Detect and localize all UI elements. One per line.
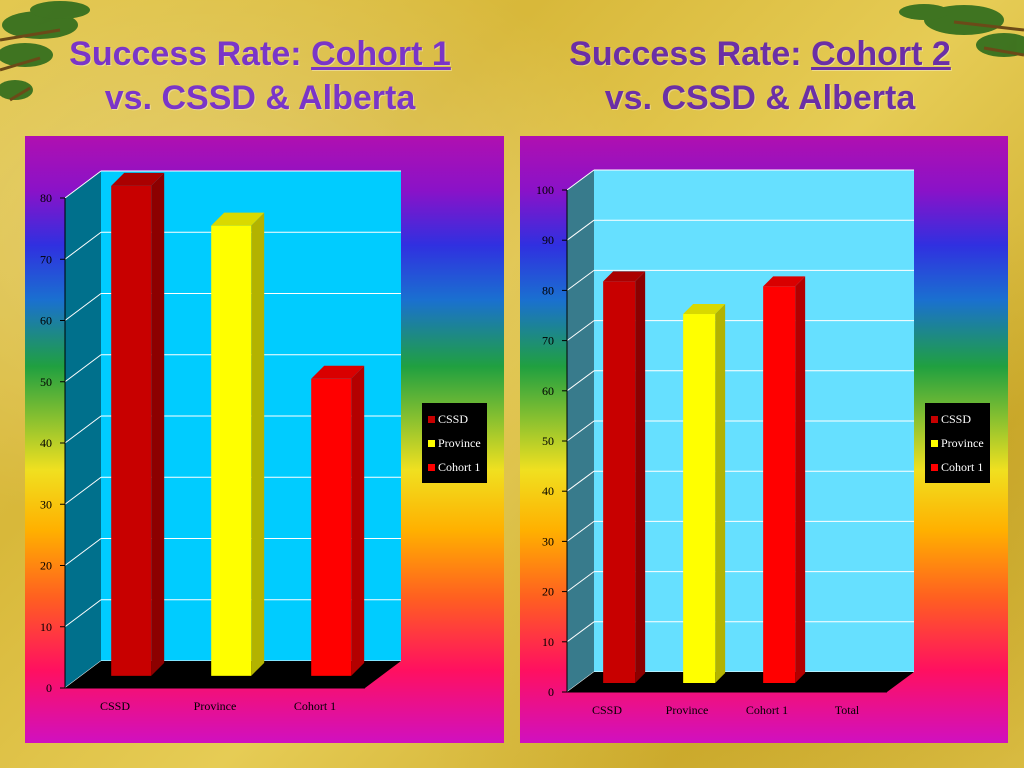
right-title-cohort: Cohort 2	[811, 35, 951, 73]
gridline-side	[64, 170, 102, 199]
gridline-side	[64, 476, 102, 505]
y-tick-label: 40	[40, 436, 52, 450]
legend-swatch	[931, 463, 938, 471]
legend-label: CSSD	[941, 411, 972, 426]
right-title-prefix: Success Rate:	[569, 35, 812, 73]
x-category-label: Total	[835, 703, 860, 717]
chart-floor	[567, 672, 914, 692]
y-tick-label: 70	[40, 252, 52, 266]
legend-swatch	[931, 439, 938, 447]
left-title-line2: vs. CSSD & Alberta	[104, 79, 416, 117]
gridline-side	[64, 415, 102, 444]
gridline-side	[566, 420, 595, 442]
y-tick-label: 20	[40, 559, 52, 573]
gridline-side	[566, 370, 595, 392]
y-tick-label: 50	[542, 434, 554, 448]
gridline-side	[566, 520, 595, 542]
gridline-side	[566, 571, 595, 593]
y-tick-label: 0	[548, 685, 554, 699]
legend-swatch	[428, 439, 435, 447]
right-chart-legend: CSSD Province Cohort 1	[925, 403, 990, 483]
y-tick-label: 0	[46, 681, 52, 695]
legend-swatch	[428, 463, 435, 471]
gridline-side	[566, 219, 595, 241]
y-tick-label: 50	[40, 375, 52, 389]
y-tick-label: 10	[40, 620, 52, 634]
y-tick-label: 30	[542, 534, 554, 548]
legend-entry: CSSD	[428, 407, 481, 431]
y-tick-label: 20	[542, 585, 554, 599]
legend-label: Province	[941, 435, 984, 450]
y-tick-label: 10	[542, 635, 554, 649]
legend-entry: Cohort 1	[931, 455, 984, 479]
gridline-side	[566, 320, 595, 342]
right-chart-panel: 0 10 20 30 40 50 60 70 80 90 100 CSSD Province Cohort…	[520, 136, 1008, 743]
bar-province	[683, 304, 726, 683]
legend-swatch	[931, 415, 938, 423]
legend-label: CSSD	[438, 411, 469, 426]
y-tick-label: 80	[542, 283, 554, 297]
y-tick-label: 60	[542, 384, 554, 398]
gridline-side	[64, 354, 102, 383]
gridline-side	[566, 621, 595, 643]
legend-entry: Province	[428, 431, 481, 455]
legend-entry: Cohort 1	[428, 455, 481, 479]
pine-branch-left-decoration	[0, 1, 90, 102]
left-title-prefix: Success Rate:	[69, 35, 312, 73]
x-category-label: Province	[666, 703, 709, 717]
gridline-side	[566, 169, 595, 191]
y-tick-label: 80	[40, 191, 52, 205]
x-category-label: CSSD	[592, 703, 622, 717]
legend-entry: CSSD	[931, 407, 984, 431]
right-title-line2: vs. CSSD & Alberta	[604, 79, 916, 117]
left-chart-title: Success Rate: Cohort 1 vs. CSSD & Albert…	[25, 32, 495, 120]
legend-swatch	[428, 415, 435, 423]
left-title-cohort: Cohort 1	[311, 35, 451, 73]
legend-entry: Province	[931, 431, 984, 455]
gridline-side	[64, 599, 102, 628]
bar-cssd	[111, 172, 165, 676]
y-tick-label: 70	[542, 334, 554, 348]
pine-branch-right-decoration	[899, 4, 1024, 57]
gridline-side	[64, 293, 102, 321]
bar-cssd	[603, 271, 646, 683]
gridline-side	[566, 269, 595, 291]
gridline-side	[64, 231, 102, 260]
legend-label: Province	[438, 435, 481, 450]
x-category-label: Cohort 1	[294, 699, 336, 713]
legend-label: Cohort 1	[438, 459, 481, 474]
x-category-label: CSSD	[100, 699, 130, 713]
gridline-side	[64, 538, 102, 566]
x-category-label: Province	[194, 699, 237, 713]
gridline-side	[566, 470, 595, 492]
y-tick-label: 90	[542, 233, 554, 247]
y-tick-label: 100	[536, 183, 554, 197]
y-tick-label: 40	[542, 484, 554, 498]
left-bar-chart: 0 10 20 30 40 50 60 70 80 CSSD Province Cohort 1	[40, 170, 401, 713]
bar-cohort-1	[311, 365, 365, 676]
right-chart-title: Success Rate: Cohort 2 vs. CSSD & Albert…	[525, 32, 995, 120]
y-tick-label: 30	[40, 497, 52, 511]
right-bar-chart: 0 10 20 30 40 50 60 70 80 90 100 CSSD Province Cohort…	[536, 169, 914, 717]
x-category-label: Cohort 1	[746, 703, 788, 717]
y-tick-label: 60	[40, 314, 52, 328]
left-chart-legend: CSSD Province Cohort 1	[422, 403, 487, 483]
legend-label: Cohort 1	[941, 459, 984, 474]
left-chart-panel: 0 10 20 30 40 50 60 70 80 CSSD Province Cohort 1 CS…	[25, 136, 504, 743]
bar-province	[211, 212, 265, 676]
bar-cohort-1	[763, 276, 806, 683]
